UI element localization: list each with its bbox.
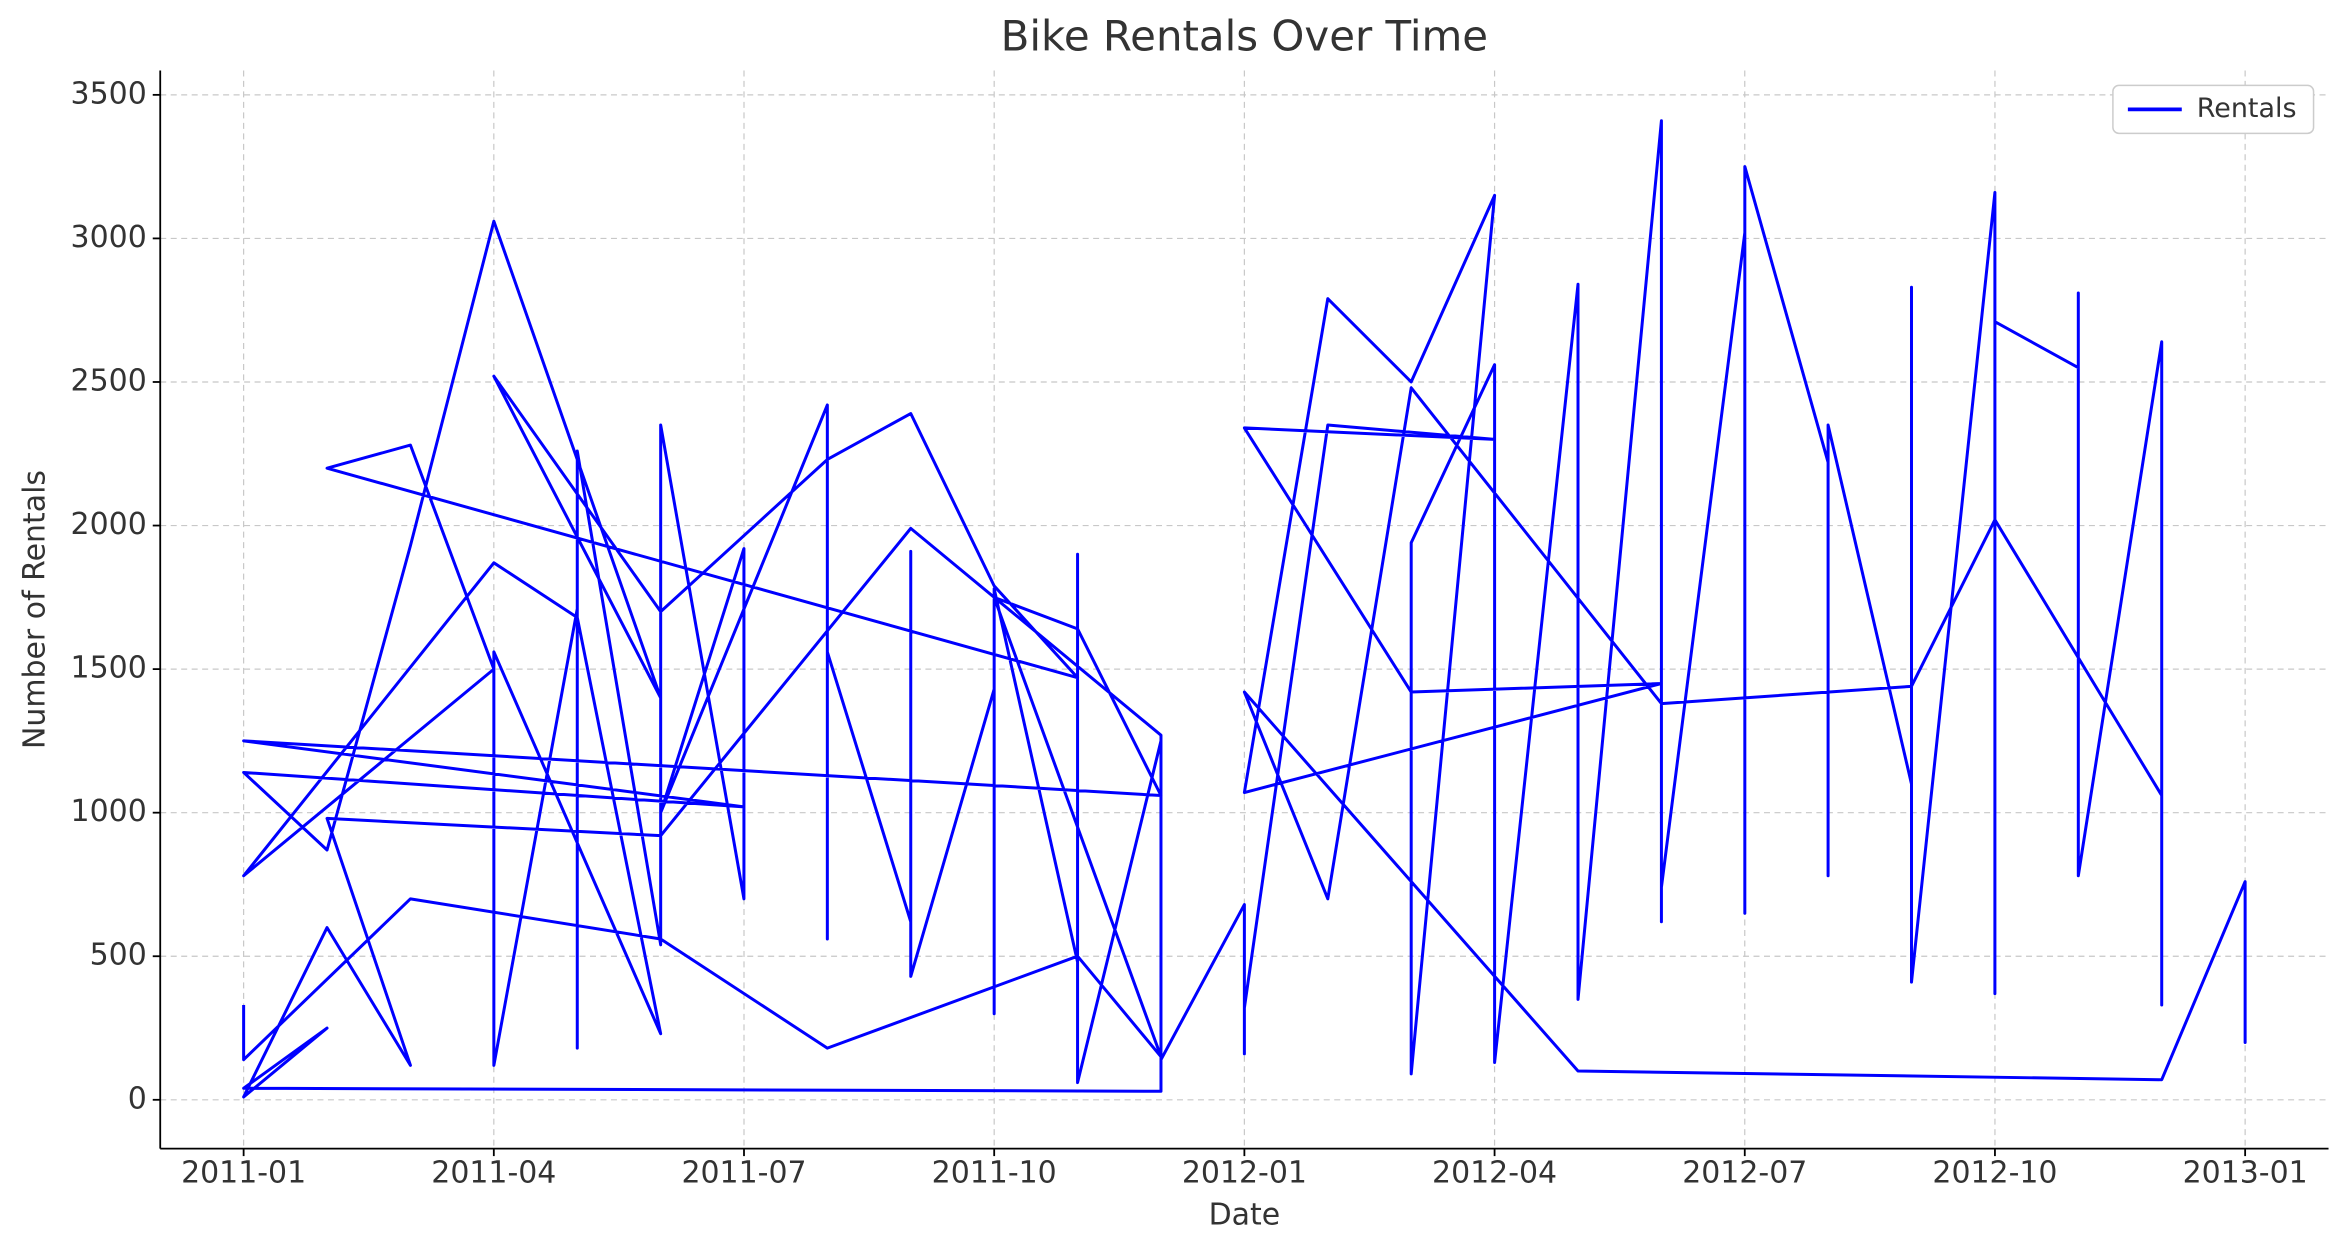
- y-tick-label: 3000: [71, 220, 147, 255]
- y-tick-label: 3500: [71, 76, 147, 111]
- y-tick-label: 2000: [71, 507, 147, 542]
- x-tick-label: 2012-10: [1932, 1156, 2057, 1191]
- x-axis-label: Date: [1209, 1197, 1281, 1232]
- x-tick-label: 2011-10: [932, 1156, 1057, 1191]
- y-tick-label: 2500: [71, 363, 147, 398]
- x-tick-label: 2012-04: [1432, 1156, 1557, 1191]
- x-tick-label: 2012-07: [1682, 1156, 1807, 1191]
- x-tick-label: 2011-04: [431, 1156, 556, 1191]
- legend: Rentals: [2112, 84, 2315, 135]
- y-tick-label: 500: [90, 938, 147, 973]
- chart-title: Bike Rentals Over Time: [1001, 12, 1488, 61]
- x-tick-label: 2013-01: [2183, 1156, 2308, 1191]
- y-tick-label: 1000: [71, 794, 147, 829]
- data-line: [242, 119, 2247, 1099]
- y-tick-label: 1500: [71, 651, 147, 686]
- x-tick-label: 2011-07: [681, 1156, 806, 1191]
- y-tick-label: 0: [128, 1081, 147, 1116]
- x-tick-label: 2012-01: [1182, 1156, 1307, 1191]
- x-tick-label: 2011-01: [181, 1156, 306, 1191]
- legend-label: Rentals: [2197, 93, 2297, 124]
- y-axis-label: Number of Rentals: [17, 470, 52, 749]
- legend-box: [2112, 84, 2315, 135]
